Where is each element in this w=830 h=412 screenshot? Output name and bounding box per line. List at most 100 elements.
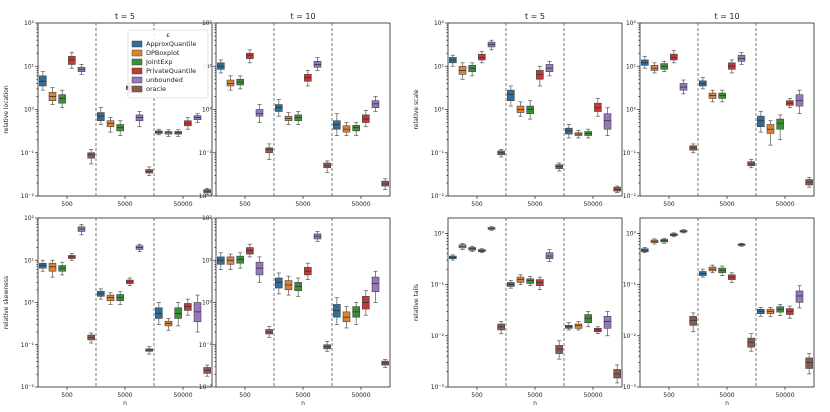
y-tick-label: 10⁻²	[623, 333, 637, 340]
y-tick-label: 10¹	[24, 257, 35, 264]
box-oracle-n50000	[613, 186, 621, 192]
panel-title: t = 10	[714, 12, 739, 21]
y-tick-label: 10⁻¹	[431, 150, 445, 157]
legend-swatch-oracle	[131, 85, 143, 93]
x-tick-label: 50000	[351, 201, 370, 208]
y-tick-label: 10⁻²	[21, 384, 35, 391]
y-tick-label: 10¹	[202, 257, 213, 264]
y-tick-label: 10²	[202, 20, 213, 27]
x-tick-label: 5000	[527, 392, 542, 399]
x-tick-label: 5000	[719, 392, 734, 399]
y-tick-label: 10⁰	[202, 300, 213, 307]
box-privatequantile-n500	[68, 55, 76, 65]
y-tick-label: 10⁻²	[623, 193, 637, 200]
legend-swatch-jointexp	[131, 58, 143, 66]
x-tick-label: 50000	[775, 392, 794, 399]
box-unbounded-n50000	[603, 316, 612, 329]
y-tick-label: 10⁰	[434, 107, 445, 114]
box-dpboxplot-n50000	[574, 323, 583, 329]
y-tick-label: 10⁻¹	[199, 150, 213, 157]
legend-swatch-dpboxplot	[131, 49, 143, 57]
x-tick-label: 5000	[719, 201, 734, 208]
y-tick-label: 10⁰	[626, 107, 637, 114]
y-tick-label: 10⁻¹	[199, 342, 213, 349]
y-tick-label: 10⁰	[24, 107, 35, 114]
legend-entry: DPBoxplot	[146, 49, 180, 57]
y-tick-label: 10⁻¹	[21, 150, 35, 157]
x-tick-label: 500	[471, 392, 483, 399]
box-jointexp-n5000	[526, 278, 534, 284]
y-axis-label: relative tails	[413, 284, 420, 321]
box-oracle-n50000	[805, 357, 813, 369]
legend-swatch-unbounded	[131, 76, 143, 84]
x-tick-label: 5000	[117, 201, 132, 208]
y-tick-label: 10⁻¹	[623, 282, 637, 289]
y-tick-label: 10⁻²	[199, 193, 213, 200]
x-tick-label: 50000	[351, 392, 370, 399]
y-tick-label: 10¹	[434, 63, 445, 70]
x-axis-label: n	[725, 400, 729, 407]
y-tick-label: 10⁻²	[431, 333, 445, 340]
y-tick-label: 10⁰	[24, 300, 35, 307]
box-privatequantile-n5000	[536, 70, 544, 80]
y-tick-label: 10⁻¹	[431, 282, 445, 289]
box-jointexp-n50000	[776, 118, 784, 130]
box-unbounded-n5000	[545, 252, 554, 260]
y-tick-label: 10⁻¹	[21, 342, 35, 349]
y-axis-label: relative location	[3, 85, 10, 134]
box-privatequantile-n500	[246, 52, 254, 59]
x-axis-label: n	[301, 400, 305, 407]
box-dpboxplot-n5000	[106, 120, 115, 128]
legend-title: ε	[166, 31, 170, 39]
x-tick-label: 50000	[775, 201, 794, 208]
y-tick-label: 10²	[24, 215, 35, 222]
y-tick-label: 10⁻¹	[623, 150, 637, 157]
y-tick-label: 10²	[434, 20, 445, 27]
y-tick-label: 10¹	[626, 63, 637, 70]
x-tick-label: 500	[663, 201, 675, 208]
y-axis-label: relative scale	[413, 89, 420, 129]
x-tick-label: 5000	[295, 392, 310, 399]
y-tick-label: 10⁰	[434, 230, 445, 237]
x-tick-label: 50000	[583, 392, 602, 399]
box-approxquantile-n50000	[333, 120, 341, 130]
x-tick-label: 5000	[117, 392, 132, 399]
x-tick-label: 500	[239, 392, 251, 399]
x-tick-label: 500	[61, 392, 73, 399]
y-tick-label: 10⁻²	[199, 384, 213, 391]
box-unbounded-n50000	[795, 290, 804, 303]
y-tick-label: 10²	[24, 20, 35, 27]
y-tick-label: 10⁰	[202, 107, 213, 114]
x-tick-label: 500	[471, 201, 483, 208]
box-approxquantile-n5000	[275, 277, 283, 289]
x-tick-label: 5000	[527, 201, 542, 208]
panel-title: t = 10	[290, 12, 315, 21]
x-tick-label: 500	[61, 201, 73, 208]
x-axis-label: n	[533, 400, 537, 407]
legend-swatch-approxquantile	[131, 40, 143, 48]
box-oracle-n5000	[323, 162, 331, 169]
y-tick-label: 10²	[626, 20, 637, 27]
y-tick-label: 10⁻³	[623, 384, 637, 391]
x-tick-label: 50000	[173, 392, 192, 399]
box-unbounded-n50000	[371, 276, 380, 293]
panel-title: t = 5	[115, 12, 135, 21]
box-dpboxplot-n500	[48, 262, 57, 272]
box-jointexp-n500	[58, 94, 66, 104]
panel-title: t = 5	[525, 12, 545, 21]
legend-entry: unbounded	[146, 76, 183, 84]
y-tick-label: 10⁻²	[21, 193, 35, 200]
y-tick-label: 10⁻³	[431, 384, 445, 391]
x-tick-label: 50000	[583, 201, 602, 208]
legend-entry: ApproxQuantile	[146, 40, 196, 48]
panel-frame-loc10	[215, 22, 391, 197]
panel-frame-scale10	[639, 22, 815, 197]
y-axis-label: relative skewness	[3, 276, 10, 329]
box-approxquantile-n50000	[757, 115, 765, 128]
box-oracle-n500	[689, 316, 697, 326]
x-tick-label: 500	[663, 392, 675, 399]
y-tick-label: 10¹	[24, 63, 35, 70]
box-approxquantile-n5000	[97, 112, 105, 122]
box-oracle-n500	[265, 147, 273, 154]
